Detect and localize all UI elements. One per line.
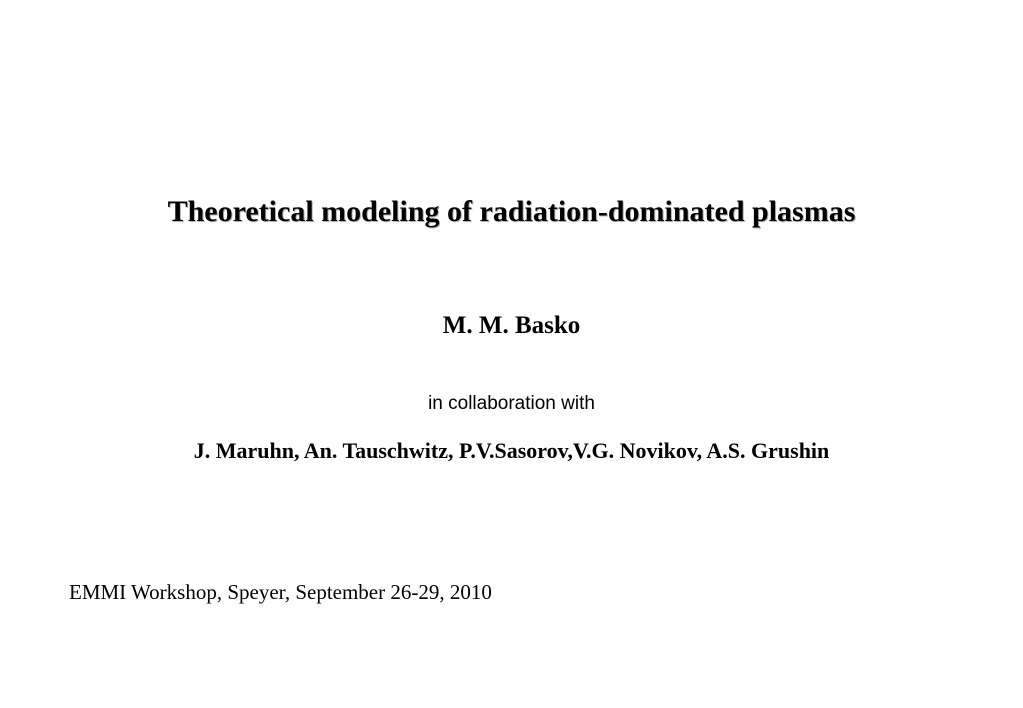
collaborators-list: J. Maruhn, An. Tauschwitz, P.V.Sasorov,V… [0, 438, 1023, 464]
presentation-title: Theoretical modeling of radiation-domina… [0, 188, 1023, 236]
author-name: M. M. Basko [0, 312, 1023, 340]
venue-info: EMMI Workshop, Speyer, September 26-29, … [69, 580, 492, 605]
title-slide: Theoretical modeling of radiation-domina… [0, 0, 1023, 708]
collaboration-label: in collaboration with [0, 393, 1023, 415]
